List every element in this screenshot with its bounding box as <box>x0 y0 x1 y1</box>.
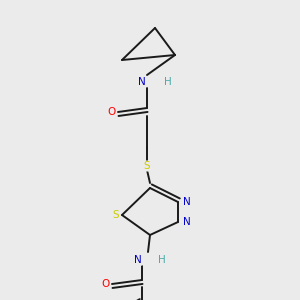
Text: N: N <box>134 255 142 265</box>
Text: N: N <box>138 77 146 87</box>
Text: H: H <box>158 255 166 265</box>
Text: S: S <box>113 210 119 220</box>
Text: S: S <box>144 161 150 171</box>
Text: H: H <box>164 77 172 87</box>
Text: N: N <box>183 217 191 227</box>
Text: O: O <box>107 107 115 117</box>
Text: N: N <box>183 197 191 207</box>
Text: O: O <box>101 279 109 289</box>
